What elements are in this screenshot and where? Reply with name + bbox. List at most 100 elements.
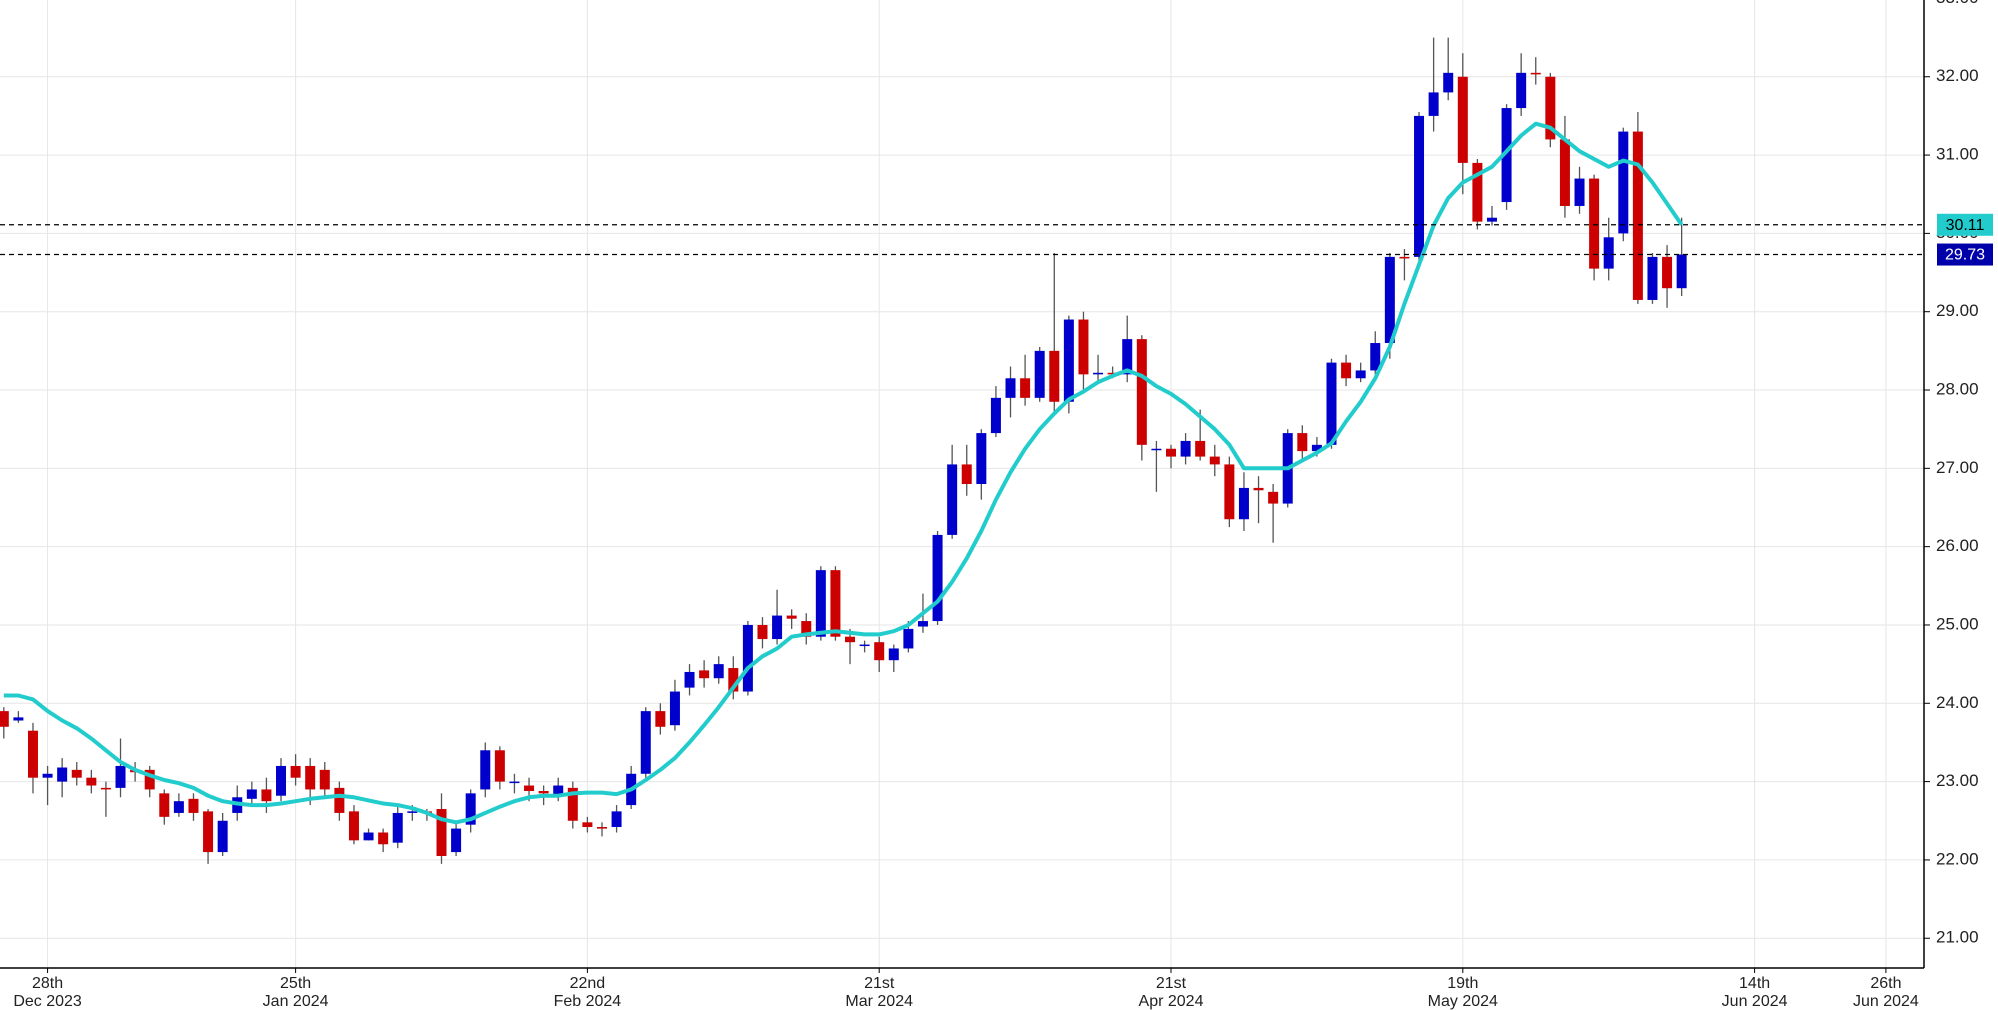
y-tick-label: 23.00 — [1936, 771, 1979, 790]
candle-body — [509, 781, 520, 784]
x-tick-label: Feb 2024 — [554, 993, 622, 1010]
candle-body — [1209, 456, 1220, 465]
y-tick-label: 21.00 — [1936, 928, 1979, 947]
candle-body — [1384, 256, 1395, 344]
candle-body — [27, 730, 38, 778]
candle-body — [0, 711, 9, 727]
candle-body — [1501, 108, 1512, 203]
price-label-box — [1937, 243, 1993, 266]
candle-body — [961, 464, 972, 484]
candle-body — [392, 812, 403, 843]
candle-body — [1559, 139, 1570, 206]
candle-body — [1136, 339, 1147, 445]
candle-body — [407, 811, 418, 813]
candle-body — [42, 773, 53, 778]
candle-body — [1355, 370, 1366, 379]
candle-body — [13, 717, 24, 721]
candle-body — [932, 534, 943, 622]
candle-body — [801, 621, 812, 637]
candle-body — [655, 711, 666, 727]
candle-body — [1618, 131, 1629, 234]
candle-body — [436, 809, 447, 857]
candle-body — [699, 670, 710, 679]
candle-body — [1238, 487, 1249, 520]
x-tick-label: Mar 2024 — [845, 993, 913, 1010]
candle-body — [1428, 92, 1439, 116]
candle-body — [363, 832, 374, 841]
candle-body — [786, 615, 797, 619]
candle-body — [524, 785, 535, 792]
candle-body — [859, 644, 870, 647]
candle-body — [1151, 448, 1162, 451]
x-tick-label: 19th — [1447, 975, 1478, 992]
candle-body — [815, 570, 826, 637]
candle-body — [1399, 256, 1410, 259]
candle-body — [217, 820, 228, 853]
y-tick-label: 26.00 — [1936, 536, 1979, 555]
x-tick-label: 21st — [1156, 975, 1187, 992]
candle-body — [1662, 256, 1673, 289]
x-tick-label: 25th — [280, 975, 311, 992]
candle-body — [742, 624, 753, 692]
candle-body — [990, 397, 1001, 434]
candle-body — [276, 765, 287, 796]
y-tick-label: 24.00 — [1936, 693, 1979, 712]
candle-body — [713, 664, 724, 679]
candle-body — [1457, 76, 1468, 163]
candle-body — [830, 570, 841, 637]
candle-body — [845, 636, 856, 643]
candle-body — [305, 765, 316, 790]
x-tick-label: 26th — [1870, 975, 1901, 992]
candle-body — [757, 624, 768, 640]
y-tick-label: 25.00 — [1936, 614, 1979, 633]
candle-body — [1341, 362, 1352, 379]
candle-body — [1443, 72, 1454, 93]
candle-body — [684, 671, 695, 688]
candle-body — [976, 433, 987, 484]
candle-body — [246, 789, 257, 799]
candle-body — [1326, 362, 1337, 445]
candle-body — [553, 785, 564, 796]
x-tick-label: May 2024 — [1428, 993, 1498, 1010]
candle-body — [100, 787, 111, 790]
candle-body — [1166, 448, 1176, 457]
candle-body — [1224, 464, 1235, 520]
candle-body — [203, 811, 214, 853]
candle-body — [290, 765, 301, 778]
candle-body — [261, 789, 272, 802]
candle-body — [874, 642, 885, 661]
price-label-box — [1937, 213, 1993, 236]
y-tick-label: 31.00 — [1936, 145, 1979, 164]
candle-body — [1311, 444, 1322, 452]
candle-body — [1093, 372, 1104, 375]
price-label: 30.11 — [1946, 217, 1985, 234]
candle-body — [567, 787, 578, 821]
candle-body — [1063, 319, 1074, 402]
x-tick-label: Jun 2024 — [1853, 993, 1919, 1010]
candle-body — [728, 668, 739, 692]
y-tick-label: 22.00 — [1936, 849, 1979, 868]
x-tick-label: 22nd — [570, 975, 606, 992]
candle-body — [188, 798, 199, 813]
candle-body — [611, 811, 622, 828]
candle-body — [1253, 487, 1264, 491]
candle-body — [173, 801, 184, 813]
candle-body — [538, 791, 549, 794]
candle-body — [144, 769, 155, 790]
candle-body — [1589, 178, 1600, 269]
candle-body — [1180, 440, 1191, 457]
candle-body — [1370, 343, 1381, 371]
candle-body — [159, 793, 170, 817]
candle-body — [1020, 378, 1031, 398]
candle-body — [947, 464, 958, 535]
candle-body — [582, 822, 593, 828]
candle-body — [451, 828, 462, 853]
candle-body — [1195, 440, 1206, 457]
moving-average — [3, 121, 1684, 825]
candle-body — [480, 750, 491, 790]
candle-body — [1034, 350, 1045, 398]
candle-body — [319, 769, 330, 790]
candle-body — [596, 827, 607, 829]
candle-body — [1603, 237, 1614, 269]
